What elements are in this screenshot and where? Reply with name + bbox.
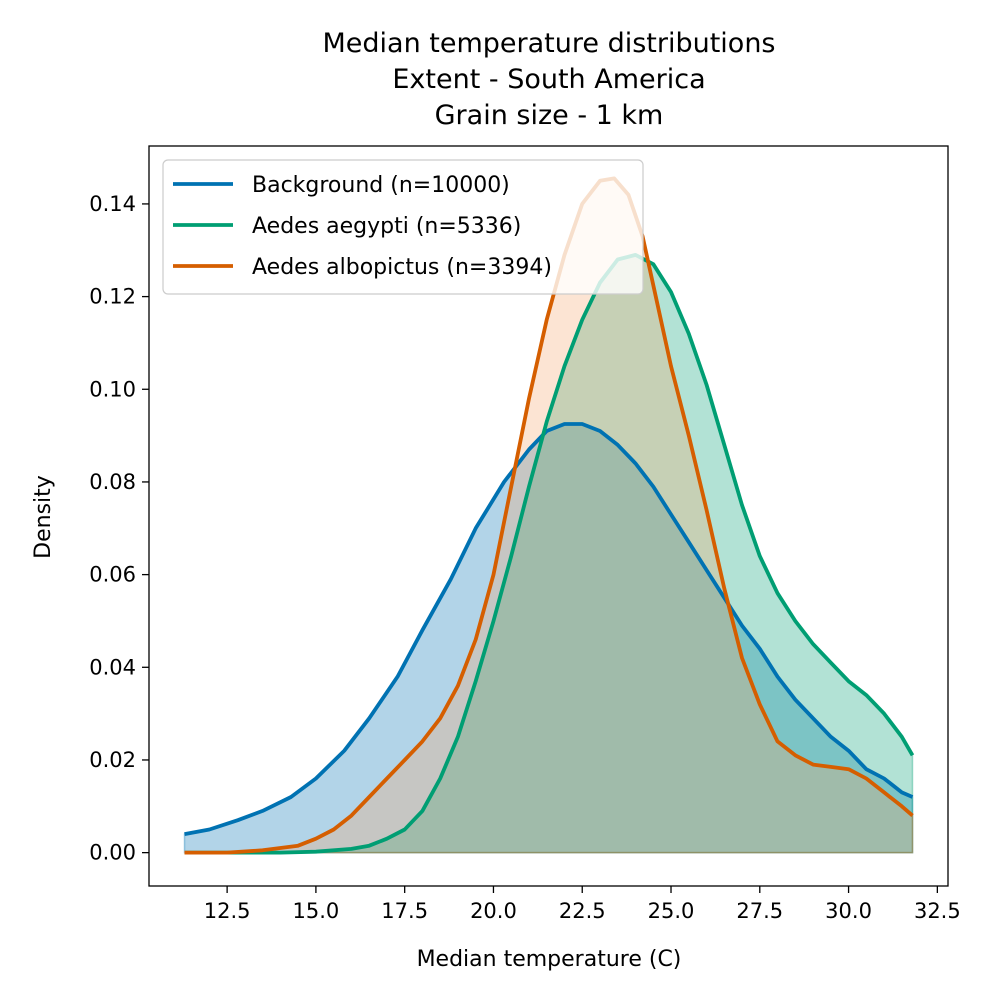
chart-title: Median temperature distributions Extent … bbox=[322, 28, 775, 131]
legend-label-2: Aedes albopictus (n=3394) bbox=[252, 255, 552, 280]
y-tick-label: 0.04 bbox=[89, 655, 136, 679]
legend-box bbox=[162, 159, 644, 295]
x-tick-label: 32.5 bbox=[914, 899, 961, 923]
y-tick-label: 0.02 bbox=[89, 748, 136, 772]
y-axis-label: Density bbox=[31, 475, 56, 559]
y-tick-label: 0.06 bbox=[89, 563, 136, 587]
x-tick-label: 30.0 bbox=[825, 899, 872, 923]
legend: Background (n=10000) Aedes aegypti (n=533… bbox=[162, 159, 644, 295]
x-axis-ticks: 12.5 15.0 17.5 20.0 22.5 25.0 27.5 30.0 32.5 bbox=[204, 886, 961, 923]
plot-area-frame bbox=[148, 145, 949, 887]
x-tick-label: 12.5 bbox=[204, 899, 251, 923]
y-tick-label: 0.12 bbox=[89, 285, 136, 309]
x-tick-label: 27.5 bbox=[736, 899, 783, 923]
series-line-0 bbox=[184, 422, 914, 836]
chart-title-line-3: Grain size - 1 km bbox=[435, 100, 664, 131]
chart-title-line-2: Extent - South America bbox=[392, 64, 705, 95]
legend-label-1: Aedes aegypti (n=5336) bbox=[252, 214, 521, 239]
x-axis-label: Median temperature (C) bbox=[417, 947, 682, 972]
x-tick-label: 20.0 bbox=[470, 899, 517, 923]
legend-label-0: Background (n=10000) bbox=[252, 173, 510, 198]
y-tick-label: 0.00 bbox=[89, 841, 136, 865]
x-tick-label: 17.5 bbox=[381, 899, 428, 923]
x-tick-label: 22.5 bbox=[559, 899, 606, 923]
x-tick-label: 25.0 bbox=[648, 899, 695, 923]
y-tick-label: 0.10 bbox=[89, 377, 136, 401]
y-tick-label: 0.14 bbox=[89, 192, 136, 216]
y-axis-ticks: 0.00 0.02 0.04 0.06 0.08 0.10 0.12 0.14 bbox=[89, 192, 149, 865]
x-tick-label: 15.0 bbox=[293, 899, 340, 923]
chart-title-line-1: Median temperature distributions bbox=[322, 28, 775, 59]
y-tick-label: 0.08 bbox=[89, 470, 136, 494]
